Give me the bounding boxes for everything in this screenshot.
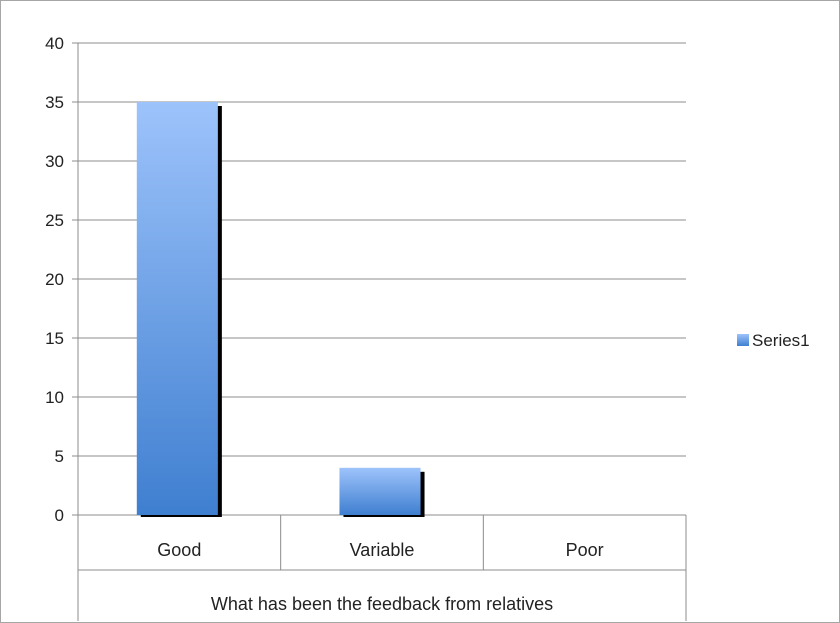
x-tick-label-variable: Variable (350, 540, 415, 560)
y-tick-label-40: 40 (45, 34, 64, 53)
y-tick-label-0: 0 (55, 506, 64, 525)
x-axis-title: What has been the feedback from relative… (211, 594, 553, 614)
bar-variable (339, 467, 421, 515)
axes (72, 42, 687, 621)
legend: Series1 (737, 331, 810, 350)
y-tick-label-20: 20 (45, 270, 64, 289)
y-tick-label-15: 15 (45, 329, 64, 348)
bar-good (136, 102, 218, 515)
legend-label-series1: Series1 (752, 331, 810, 350)
x-tick-label-poor: Poor (566, 540, 604, 560)
y-tick-label-25: 25 (45, 211, 64, 230)
x-tick-label-good: Good (157, 540, 201, 560)
y-tick-label-30: 30 (45, 152, 64, 171)
y-tick-label-10: 10 (45, 388, 64, 407)
bars (136, 102, 425, 517)
legend-swatch-series1 (737, 334, 749, 346)
y-tick-label-35: 35 (45, 93, 64, 112)
y-tick-label-5: 5 (55, 447, 64, 466)
labels: 0 5 10 15 20 25 30 35 40 Good Variable Poor (45, 34, 604, 560)
